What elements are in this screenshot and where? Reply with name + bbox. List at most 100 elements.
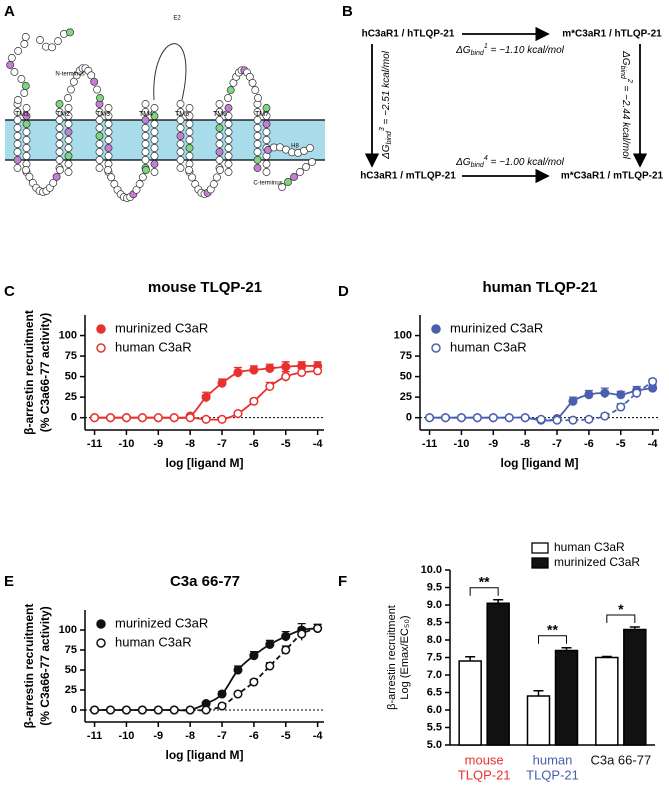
energy-symbol: ΔG [455, 157, 471, 168]
residue [215, 100, 224, 108]
residue [96, 94, 104, 102]
y-tick-label: 25 [400, 391, 412, 403]
significance-bracket [538, 635, 567, 644]
residue [64, 128, 73, 136]
residue [13, 164, 22, 172]
residue [176, 116, 185, 124]
category-label: TLQP-21 [458, 767, 511, 782]
significance-bracket [606, 614, 636, 624]
residue [176, 164, 185, 172]
residue [22, 144, 31, 152]
residue [212, 173, 221, 182]
diagram-label: C-terminus [253, 181, 282, 187]
bar [623, 628, 647, 746]
legend-marker [431, 343, 441, 353]
residue [215, 148, 224, 156]
diagram-label: H8 [291, 144, 299, 150]
diagram-label: TM4 [139, 111, 153, 118]
x-tick-label: -10 [118, 730, 134, 742]
residue [188, 173, 197, 182]
residue [55, 100, 64, 108]
error-bar [465, 656, 476, 661]
legend-marker [431, 324, 441, 334]
bar [595, 656, 619, 746]
residue [13, 148, 22, 156]
residue [262, 160, 271, 168]
chart-title: mouse TLQP-21 [148, 279, 262, 296]
residue [224, 94, 232, 102]
data-point [249, 677, 259, 687]
y-tick-label: 25 [65, 684, 77, 696]
y-tick-label: 9.0 [427, 599, 442, 611]
y-tick-label: 100 [394, 329, 412, 341]
y-axis-label: β-arrestin recruitment [22, 604, 36, 729]
bar [526, 695, 551, 746]
y-axis-label: (% C3a66-77 activity) [38, 606, 52, 725]
residue [55, 156, 64, 164]
diagram-label: TM1 [15, 111, 29, 118]
data-point [600, 411, 610, 421]
cycle-energy: ΔGbind4 = −1.00 kcal/mol [455, 155, 565, 169]
residue [185, 136, 194, 144]
residue [95, 164, 104, 172]
residue [150, 152, 159, 160]
residue [278, 183, 286, 191]
chart-title: C3a 66-77 [170, 573, 240, 590]
residue [95, 156, 104, 164]
residue [64, 120, 73, 128]
residue [14, 47, 23, 55]
diagram-label: N-terminus [55, 72, 84, 78]
data-point [520, 413, 530, 423]
residue [64, 168, 73, 176]
residue [141, 156, 150, 164]
residue [25, 172, 34, 181]
x-tick-label: -5 [281, 438, 291, 450]
residue [66, 85, 75, 94]
residue [176, 100, 185, 108]
residue [55, 124, 64, 132]
x-tick-label: -8 [185, 730, 195, 742]
residue [253, 108, 262, 116]
data-point [153, 705, 163, 715]
residue [55, 116, 64, 124]
residue [262, 112, 271, 120]
residue [253, 140, 262, 148]
residue [22, 104, 31, 112]
data-point [90, 413, 100, 423]
data-point [185, 705, 195, 715]
residue [150, 160, 159, 168]
residue [215, 132, 224, 140]
x-tick-label: -8 [185, 438, 195, 450]
residue [64, 112, 73, 120]
data-point [265, 363, 275, 373]
x-tick-label: -11 [87, 730, 102, 742]
residue [7, 54, 16, 62]
residue [185, 144, 194, 152]
data-point [121, 705, 131, 715]
data-point [600, 388, 610, 398]
data-point [297, 629, 307, 639]
energy-sub: bind [471, 162, 485, 169]
residue [104, 104, 113, 112]
residue [13, 132, 22, 140]
energy-sub: bind [471, 50, 485, 57]
residue [64, 160, 73, 168]
bar [458, 660, 482, 746]
diagram-label: TM7 [255, 111, 269, 118]
residue [54, 37, 62, 46]
legend-label: human C3aR [450, 339, 527, 354]
residue [150, 120, 159, 128]
residue [262, 120, 271, 128]
residue [254, 94, 262, 102]
significance: ** [547, 621, 558, 637]
residue [104, 136, 113, 144]
y-tick-label: 0 [71, 412, 77, 424]
x-tick-label: -4 [313, 730, 324, 742]
data-point [185, 413, 195, 423]
residue [141, 100, 150, 108]
residue [215, 124, 224, 132]
residue [224, 120, 233, 128]
residue [306, 144, 314, 152]
residue [104, 112, 113, 120]
residue [104, 152, 113, 160]
